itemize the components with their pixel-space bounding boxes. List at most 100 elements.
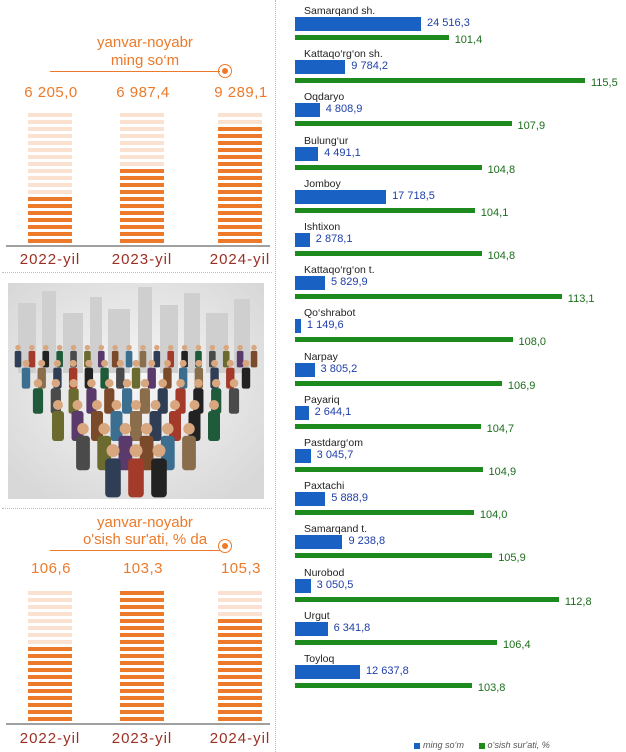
top-baseline	[6, 245, 270, 247]
district-name: Payariq	[304, 393, 340, 406]
district-name: Oqdaryo	[304, 91, 345, 104]
district-income-label: 1 149,6	[306, 319, 344, 332]
district-name: Nurobod	[304, 566, 345, 579]
district-growth-label: 106,4	[503, 638, 531, 651]
district-income-label: 2 878,1	[315, 233, 353, 245]
district-growth-bar	[295, 639, 498, 645]
district-income-bar	[295, 189, 387, 204]
district-income-label: 17 718,5	[392, 189, 435, 202]
district-growth-bar	[295, 294, 562, 300]
district-growth-label: 104,7	[486, 422, 515, 435]
district-name: Samarqand sh.	[304, 5, 376, 17]
district-income-bar	[295, 665, 360, 679]
top-year-label: 2023-yil	[111, 251, 173, 268]
district-name: Samarqand t.	[304, 523, 368, 536]
top-column	[218, 106, 262, 243]
bottom-caption-line2: o'sish sur'ati, % da	[82, 531, 208, 548]
district-name: Paxtachi	[304, 480, 345, 493]
district-name: Kattaqo‘rg‘on sh.	[304, 48, 383, 61]
district-growth-label: 104,1	[480, 206, 509, 219]
district-growth-bar	[295, 510, 474, 516]
top-year-label: 2022-yil	[19, 251, 81, 268]
district-growth-bar	[295, 121, 512, 127]
bottom-column	[218, 583, 262, 721]
district-income-label: 12 637,8	[365, 665, 409, 677]
district-income-label: 3 045,7	[316, 449, 354, 461]
legend: ming so‘m o‘sish sur'ati, %	[414, 740, 550, 750]
district-income-bar	[295, 319, 301, 334]
district-name: Qo‘shrabot	[304, 307, 356, 320]
target-icon	[218, 539, 232, 553]
crowd-of-people-image	[8, 283, 264, 499]
district-income-bar	[295, 60, 346, 75]
district-income-label: 3 050,5	[316, 578, 354, 591]
district-income-bar	[295, 233, 310, 247]
section-divider-bottom	[2, 508, 272, 509]
district-growth-bar	[295, 467, 483, 472]
district-income-bar	[295, 578, 311, 593]
bottom-year-label: 2023-yil	[111, 730, 173, 747]
legend-label-blue: ming so‘m	[423, 740, 465, 750]
district-income-bar	[295, 362, 315, 377]
target-icon	[218, 64, 232, 78]
bottom-baseline	[6, 723, 270, 725]
bottom-value-label: 106,6	[30, 560, 72, 577]
top-value-label: 6 987,4	[116, 84, 170, 101]
top-caption-line1: yanvar-noyabr	[97, 34, 193, 51]
district-income-bar	[295, 276, 325, 291]
district-growth-label: 113,1	[567, 293, 595, 306]
legend-label-green: o‘sish sur'ati, %	[487, 740, 550, 750]
district-income-bar	[295, 535, 343, 550]
district-growth-bar	[295, 35, 449, 40]
bottom-column	[120, 583, 164, 721]
top-caption-line2: ming so‘m	[110, 52, 180, 69]
district-growth-label: 107,9	[517, 120, 546, 133]
district-income-label: 24 516,3	[427, 17, 470, 29]
district-income-bar	[295, 405, 309, 420]
district-growth-label: 105,9	[498, 552, 526, 565]
bottom-column	[28, 583, 72, 721]
district-growth-bar	[295, 207, 475, 213]
district-name: Bulung‘ur	[304, 134, 349, 147]
legend-item-green: o‘sish sur'ati, %	[478, 740, 550, 750]
district-name: Jomboy	[304, 177, 341, 190]
district-name: Pastdarg‘om	[304, 437, 363, 449]
district-income-label: 9 784,2	[351, 60, 388, 73]
district-income-bar	[295, 621, 328, 636]
district-income-bar	[295, 449, 311, 463]
bottom-year-label: 2024-yil	[209, 730, 271, 747]
district-income-label: 5 888,9	[331, 492, 368, 505]
district-name: Urgut	[304, 609, 330, 622]
district-growth-label: 103,8	[477, 682, 506, 694]
district-growth-bar	[295, 164, 482, 170]
bottom-value-label: 103,3	[122, 560, 164, 577]
district-growth-bar	[295, 423, 481, 429]
top-value-label: 6 205,0	[24, 84, 78, 101]
section-divider-top	[2, 272, 272, 273]
district-income-label: 2 644,1	[314, 405, 352, 418]
district-growth-bar	[295, 553, 493, 559]
top-column	[120, 106, 164, 243]
bottom-value-label: 105,3	[220, 560, 262, 577]
district-growth-bar	[295, 78, 585, 84]
district-growth-bar	[295, 683, 472, 688]
district-income-label: 4 491,1	[324, 146, 361, 159]
district-income-bar	[295, 17, 421, 31]
district-name: Narpay	[304, 350, 338, 363]
district-name: Toyloq	[304, 653, 335, 665]
district-name: Kattaqo‘rg‘on t.	[304, 264, 375, 277]
bottom-caption-underline	[50, 550, 220, 551]
district-growth-label: 112,8	[564, 595, 592, 608]
district-income-label: 5 829,9	[330, 276, 368, 289]
top-year-label: 2024-yil	[209, 251, 271, 268]
top-caption-underline	[50, 71, 220, 72]
district-growth-label: 115,5	[591, 77, 618, 90]
bottom-caption-line1: yanvar-noyabr	[97, 514, 193, 531]
district-growth-label: 108,0	[518, 336, 547, 349]
district-growth-label: 104,0	[479, 509, 508, 522]
district-income-bar	[295, 146, 319, 161]
district-growth-label: 104,8	[487, 163, 516, 176]
district-growth-bar	[295, 337, 513, 343]
district-income-label: 9 238,8	[348, 535, 386, 548]
district-growth-label: 104,8	[487, 250, 516, 262]
